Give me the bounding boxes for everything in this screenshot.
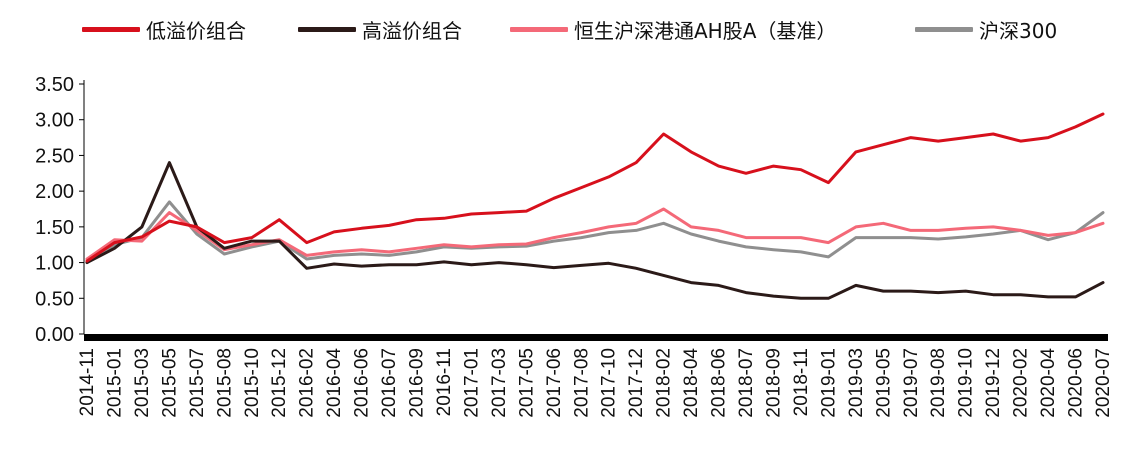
x-tick-label: 2017-06 bbox=[544, 348, 565, 418]
series-line bbox=[85, 161, 1105, 300]
x-tick-label: 2017-08 bbox=[571, 348, 592, 418]
x-tick-label: 2014-11 bbox=[77, 348, 98, 416]
y-tick-label: 2.50 bbox=[35, 145, 74, 167]
y-tick-label: 0.00 bbox=[35, 324, 74, 346]
x-tick-label: 2018-07 bbox=[736, 348, 757, 418]
x-tick-label: 2020-07 bbox=[1093, 348, 1114, 418]
x-tick-label: 2016-02 bbox=[297, 348, 318, 418]
x-tick-label: 2017-03 bbox=[489, 348, 510, 418]
legend-item: 低溢价组合 bbox=[82, 14, 246, 44]
x-tick-label: 2019-07 bbox=[901, 348, 922, 418]
x-tick-label: 2019-05 bbox=[873, 348, 894, 418]
legend-swatch bbox=[915, 26, 973, 32]
legend-label: 低溢价组合 bbox=[146, 18, 246, 43]
x-tick-label: 2015-08 bbox=[214, 348, 235, 418]
legend-swatch bbox=[298, 26, 356, 32]
x-tick-label: 2019-01 bbox=[818, 348, 839, 418]
legend-swatch bbox=[510, 26, 568, 32]
x-tick-label: 2020-06 bbox=[1066, 348, 1087, 418]
legend-item: 沪深300 bbox=[915, 14, 1057, 44]
y-tick-label: 2.00 bbox=[35, 181, 74, 203]
x-tick-label: 2018-11 bbox=[791, 348, 812, 416]
y-tick-label: 1.00 bbox=[35, 253, 74, 275]
x-tick-label: 2016-11 bbox=[434, 348, 455, 416]
x-tick-label: 2018-09 bbox=[763, 348, 784, 418]
x-tick-label: 2015-01 bbox=[104, 348, 125, 418]
x-tick-label: 2015-07 bbox=[187, 348, 208, 418]
x-tick-label: 2019-03 bbox=[846, 348, 867, 418]
x-tick-label: 2017-12 bbox=[626, 348, 647, 418]
legend-swatch bbox=[82, 26, 140, 32]
x-tick-label: 2019-12 bbox=[983, 348, 1004, 418]
x-tick-label: 2015-03 bbox=[132, 348, 153, 418]
x-tick-label: 2015-05 bbox=[159, 348, 180, 418]
series-line bbox=[85, 112, 1105, 263]
legend-label: 恒生沪深港通AH股A（基准） bbox=[574, 18, 837, 43]
legend-item: 恒生沪深港通AH股A（基准） bbox=[510, 14, 836, 44]
x-tick-label: 2016-04 bbox=[324, 348, 345, 418]
x-tick-label: 2020-02 bbox=[1011, 348, 1032, 418]
legend: 低溢价组合 高溢价组合 恒生沪深港通AH股A（基准） 沪深300 bbox=[0, 14, 1122, 44]
series-line bbox=[85, 200, 1105, 265]
legend-item: 高溢价组合 bbox=[298, 14, 462, 44]
legend-label: 高溢价组合 bbox=[362, 18, 462, 43]
x-tick-label: 2017-10 bbox=[599, 348, 620, 418]
x-tick-label: 2016-09 bbox=[407, 348, 428, 418]
x-tick-label: 2018-02 bbox=[654, 348, 675, 418]
x-tick-label: 2016-07 bbox=[379, 348, 400, 418]
x-axis-tick-band bbox=[84, 334, 1108, 341]
y-tick-label: 0.50 bbox=[35, 288, 74, 310]
x-tick-label: 2019-08 bbox=[928, 348, 949, 418]
x-tick-label: 2020-04 bbox=[1038, 348, 1059, 418]
x-tick-label: 2019-10 bbox=[956, 348, 977, 418]
y-tick-label: 3.00 bbox=[35, 110, 74, 132]
y-tick-label: 3.50 bbox=[35, 74, 74, 96]
x-tick-label: 2015-10 bbox=[242, 348, 263, 418]
x-tick-label: 2016-06 bbox=[352, 348, 373, 418]
x-tick-label: 2017-05 bbox=[516, 348, 537, 418]
legend-label: 沪深300 bbox=[979, 18, 1058, 43]
series-line bbox=[85, 207, 1105, 261]
x-tick-label: 2018-06 bbox=[709, 348, 730, 418]
x-tick-label: 2018-04 bbox=[681, 348, 702, 418]
y-tick-label: 1.50 bbox=[35, 217, 74, 239]
x-tick-label: 2015-12 bbox=[269, 348, 290, 418]
x-tick-label: 2017-01 bbox=[461, 348, 482, 418]
